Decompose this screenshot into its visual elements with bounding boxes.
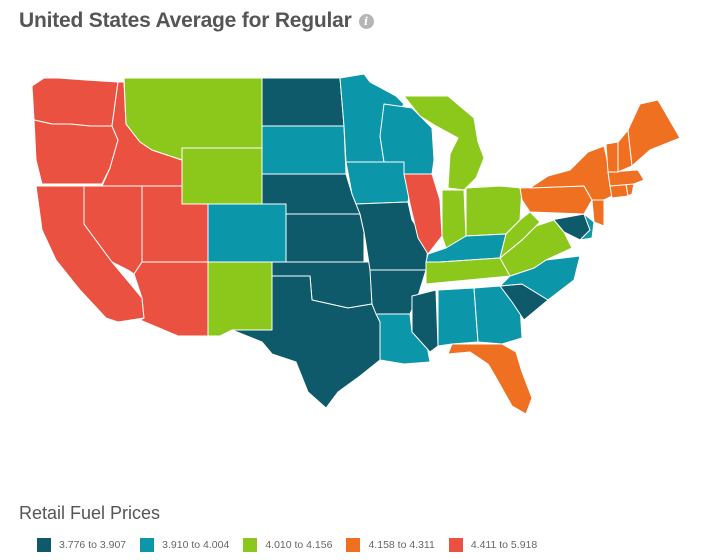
state-ia[interactable]	[345, 161, 413, 205]
state-fl[interactable]	[447, 343, 533, 415]
legend-item[interactable]: 3.910 to 4.004	[140, 538, 229, 552]
state-il[interactable]	[403, 173, 443, 255]
state-wv[interactable]	[499, 211, 541, 259]
state-co[interactable]	[207, 203, 287, 263]
state-ri[interactable]	[625, 183, 635, 197]
legend-label: 3.910 to 4.004	[162, 539, 230, 551]
state-al[interactable]	[437, 287, 479, 347]
legend: 3.776 to 3.907 3.910 to 4.004 4.010 to 4.1…	[37, 538, 551, 552]
state-la[interactable]	[375, 313, 431, 365]
legend-swatch	[37, 538, 51, 552]
state-pa[interactable]	[519, 185, 593, 215]
state-nm[interactable]	[207, 261, 273, 337]
legend-item[interactable]: 4.010 to 4.156	[243, 538, 332, 552]
info-icon[interactable]: i	[358, 13, 374, 29]
legend-label: 3.776 to 3.907	[59, 539, 127, 551]
state-de[interactable]	[579, 213, 595, 241]
state-vt[interactable]	[605, 141, 619, 173]
state-me[interactable]	[627, 99, 681, 167]
state-ms[interactable]	[411, 289, 439, 353]
legend-label: 4.010 to 4.156	[265, 539, 333, 551]
us-map	[31, 73, 681, 415]
legend-label: 4.411 to 5.918	[470, 539, 538, 551]
state-nj[interactable]	[591, 199, 605, 227]
legend-label: 4.158 to 4.311	[368, 539, 435, 551]
state-wy[interactable]	[181, 147, 263, 205]
state-nd[interactable]	[261, 77, 345, 127]
state-sd[interactable]	[261, 125, 347, 175]
state-az[interactable]	[133, 261, 209, 337]
legend-item[interactable]: 4.411 to 5.918	[448, 538, 538, 552]
page-title: United States Average for Regular	[19, 9, 352, 32]
legend-swatch	[346, 538, 361, 552]
state-or[interactable]	[33, 119, 119, 185]
state-wa[interactable]	[31, 77, 119, 127]
legend-title: Retail Fuel Prices	[19, 503, 161, 523]
legend-swatch	[243, 538, 258, 552]
legend-swatch	[448, 538, 463, 552]
legend-swatch	[140, 538, 155, 552]
title-row: United States Average for Regular i	[19, 9, 374, 33]
state-ma[interactable]	[607, 169, 645, 187]
legend-item[interactable]: 3.776 to 3.907	[37, 538, 126, 552]
legend-item[interactable]: 4.158 to 4.311	[346, 538, 435, 552]
state-ks[interactable]	[285, 213, 365, 263]
